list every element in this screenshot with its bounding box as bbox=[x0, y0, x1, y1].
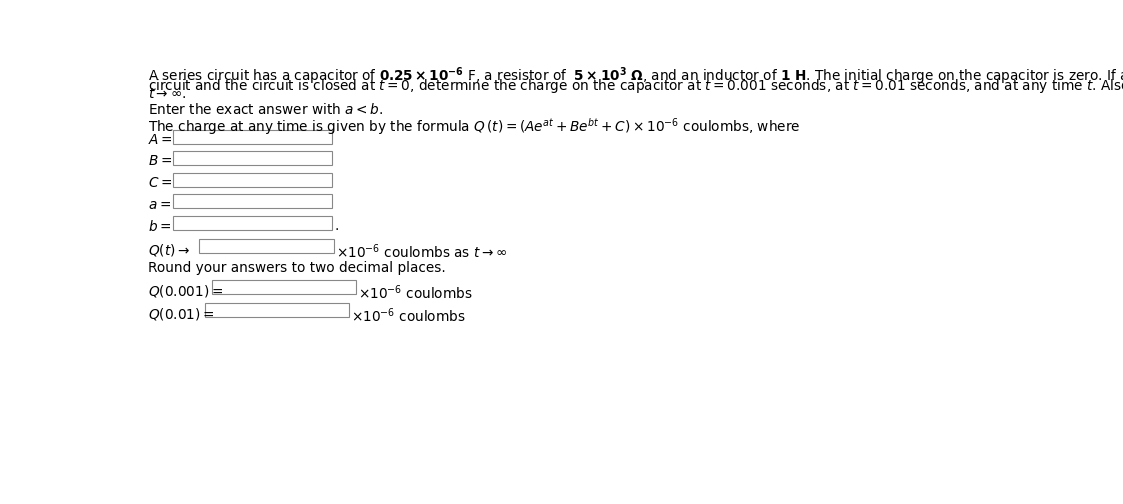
Text: $b =$: $b =$ bbox=[148, 219, 172, 234]
FancyBboxPatch shape bbox=[173, 130, 331, 144]
Text: $B =$: $B =$ bbox=[148, 154, 172, 168]
Text: $Q(t) \rightarrow$: $Q(t) \rightarrow$ bbox=[148, 242, 190, 258]
Text: $\times 10^{-6}$ coulombs as $t \rightarrow \infty$: $\times 10^{-6}$ coulombs as $t \rightar… bbox=[337, 242, 508, 261]
Text: $Q(0.001) =$: $Q(0.001) =$ bbox=[148, 283, 223, 299]
FancyBboxPatch shape bbox=[212, 280, 356, 294]
Text: $\times 10^{-6}$ coulombs: $\times 10^{-6}$ coulombs bbox=[351, 306, 466, 325]
Text: $C =$: $C =$ bbox=[148, 176, 172, 190]
Text: $Q(0.01) =$: $Q(0.01) =$ bbox=[148, 306, 214, 322]
FancyBboxPatch shape bbox=[173, 151, 331, 165]
Text: Enter the exact answer with $a < b$.: Enter the exact answer with $a < b$. bbox=[148, 102, 383, 117]
Text: The charge at any time is given by the formula $Q\,(t) = \left(Ae^{at} + Be^{bt}: The charge at any time is given by the f… bbox=[148, 116, 801, 137]
Text: A series circuit has a capacitor of $\mathbf{0.25 \times 10^{-6}}$ F, a resistor: A series circuit has a capacitor of $\ma… bbox=[148, 66, 1123, 88]
Text: $\times 10^{-6}$ coulombs: $\times 10^{-6}$ coulombs bbox=[358, 283, 473, 301]
Text: $a =$: $a =$ bbox=[148, 198, 171, 212]
FancyBboxPatch shape bbox=[206, 303, 349, 317]
Text: $A =$: $A =$ bbox=[148, 133, 173, 147]
Text: .: . bbox=[335, 219, 338, 233]
Text: circuit and the circuit is closed at $t = 0$, determine the charge on the capaci: circuit and the circuit is closed at $t … bbox=[148, 77, 1123, 95]
FancyBboxPatch shape bbox=[199, 239, 335, 253]
Text: Round your answers to two decimal places.: Round your answers to two decimal places… bbox=[148, 262, 446, 276]
Text: $t \rightarrow \infty$.: $t \rightarrow \infty$. bbox=[148, 87, 186, 101]
FancyBboxPatch shape bbox=[173, 216, 331, 230]
FancyBboxPatch shape bbox=[173, 173, 331, 187]
FancyBboxPatch shape bbox=[173, 195, 331, 208]
